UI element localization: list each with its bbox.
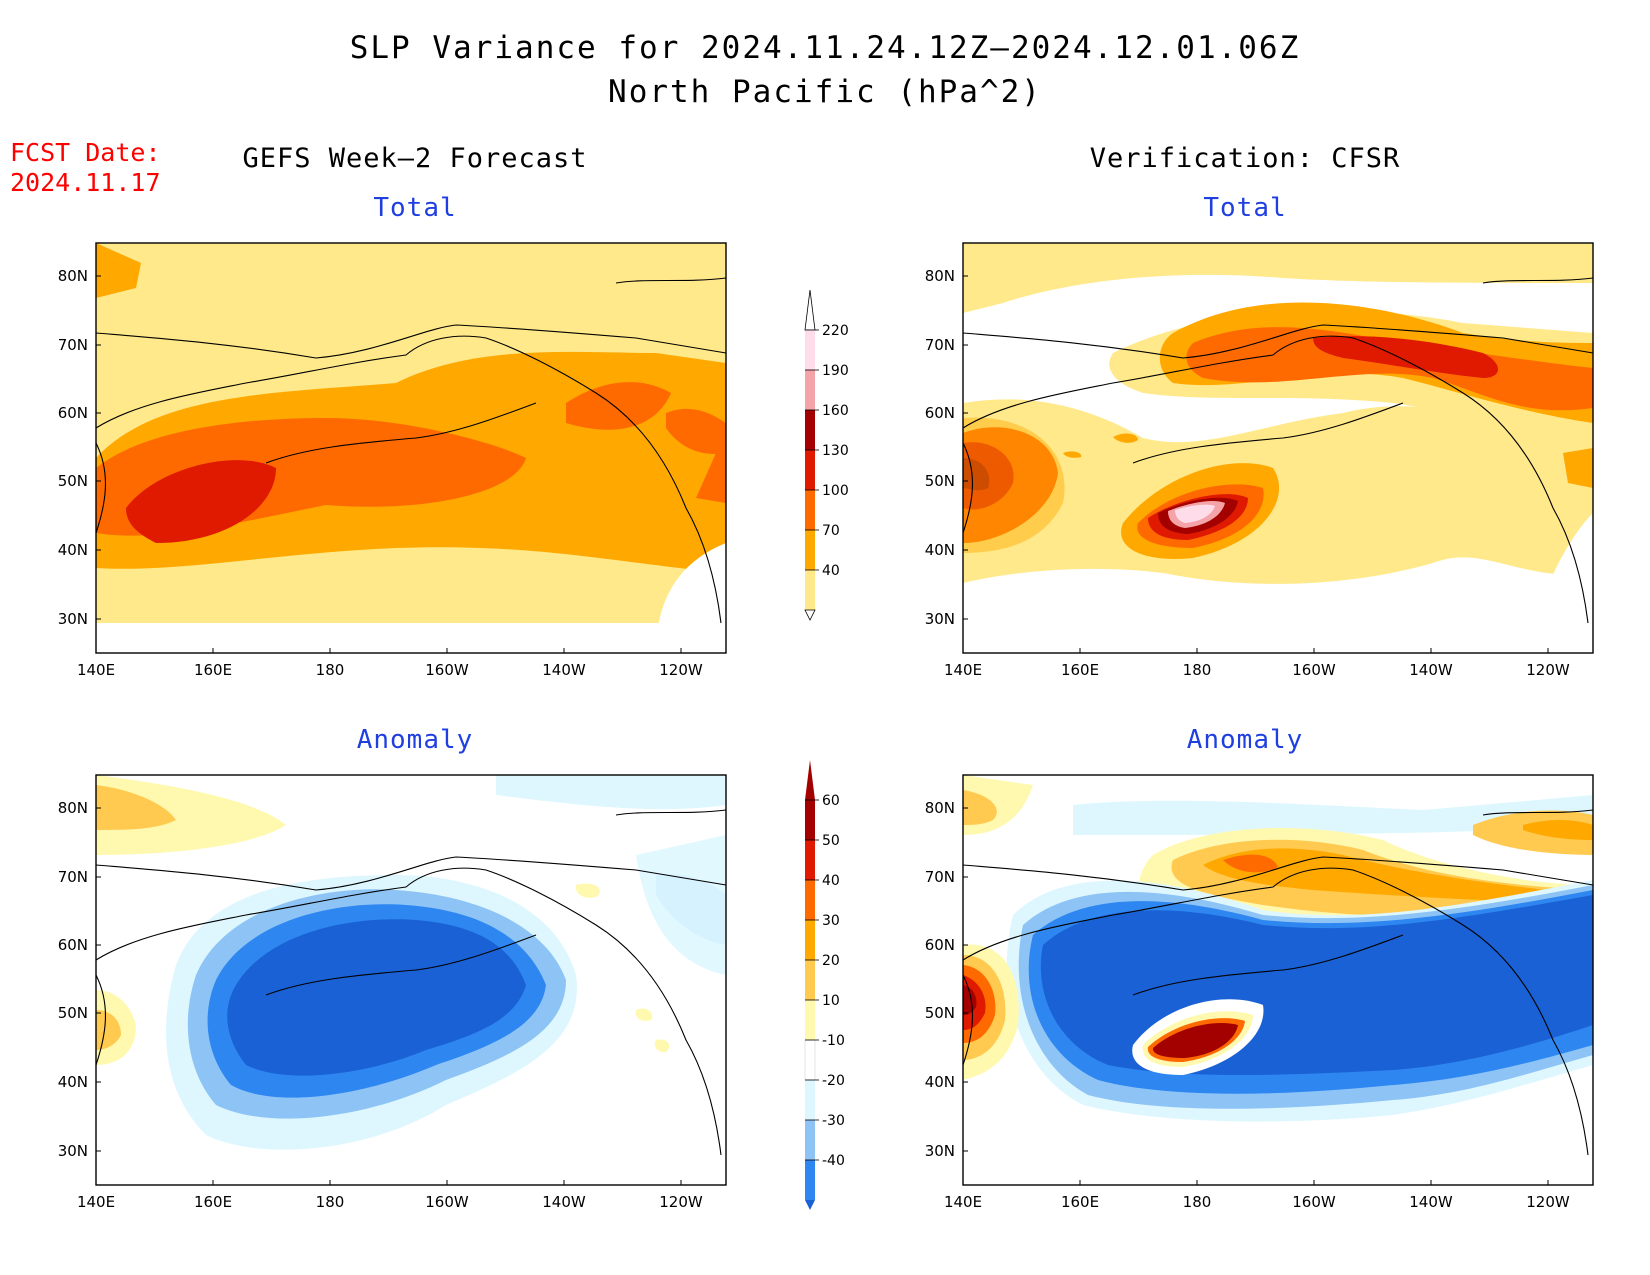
subtitle-anomaly-verification: Anomaly: [1186, 725, 1304, 755]
lon-tick-label: 180: [1183, 1193, 1212, 1211]
fcst-date-value: 2024.11.17: [10, 168, 161, 197]
map-forecast-total: 140E 160E 180 160W 140W 120W 80N 70N 60N 50N 40N 30…: [58, 242, 727, 679]
colorbar-label: 40: [822, 563, 840, 579]
lon-tick-label: 160E: [194, 661, 232, 679]
lon-tick-label: 140E: [944, 1193, 982, 1211]
lon-tick-label: 120W: [1526, 661, 1570, 679]
lat-tick-label: 30N: [925, 1142, 955, 1160]
colorbar-label: 50: [822, 833, 840, 849]
subtitle-total-forecast: Total: [373, 193, 457, 223]
lat-tick-label: 60N: [58, 936, 88, 954]
lat-tick-label: 80N: [58, 267, 88, 285]
lon-tick-label: 160E: [1061, 1193, 1099, 1211]
lon-tick-label: 160W: [425, 661, 469, 679]
lat-tick-label: 80N: [925, 799, 955, 817]
colorbar-label: 10: [822, 993, 840, 1009]
subtitle-anomaly-forecast: Anomaly: [356, 725, 474, 755]
lon-tick-label: 120W: [1526, 1193, 1570, 1211]
main-title: SLP Variance for 2024.11.24.12Z–2024.12.…: [349, 30, 1301, 66]
lat-tick-label: 70N: [58, 336, 88, 354]
colorbar-label: 40: [822, 873, 840, 889]
header-gefs-forecast: GEFS Week–2 Forecast: [242, 143, 588, 174]
lon-tick-label: 160W: [1292, 1193, 1336, 1211]
lat-tick-label: 50N: [58, 1004, 88, 1022]
colorbar-label: -40: [822, 1153, 845, 1169]
lat-tick-label: 50N: [58, 472, 88, 490]
lon-tick-label: 180: [1183, 661, 1212, 679]
lat-tick-label: 40N: [58, 541, 88, 559]
lat-tick-label: 30N: [925, 610, 955, 628]
subtitle-total-verification: Total: [1203, 193, 1287, 223]
lon-tick-label: 140E: [77, 661, 115, 679]
lat-tick-label: 50N: [925, 1004, 955, 1022]
lat-tick-label: 70N: [925, 336, 955, 354]
colorbar-label: 160: [822, 403, 849, 419]
lon-tick-label: 140E: [944, 661, 982, 679]
colorbar-label: 60: [822, 793, 840, 809]
lat-tick-label: 70N: [925, 868, 955, 886]
lon-tick-label: 140E: [77, 1193, 115, 1211]
lat-tick-label: 30N: [58, 1142, 88, 1160]
lat-tick-label: 70N: [58, 868, 88, 886]
colorbar-label: -30: [822, 1113, 845, 1129]
lat-tick-label: 80N: [925, 267, 955, 285]
colorbar-label: 130: [822, 443, 849, 459]
lat-tick-label: 60N: [58, 404, 88, 422]
lon-tick-label: 180: [316, 661, 345, 679]
colorbar-label: -10: [822, 1033, 845, 1049]
colorbar-label: 30: [822, 913, 840, 929]
lon-tick-label: 120W: [659, 661, 703, 679]
map-forecast-anomaly: 140E 160E 180 160W 140W 120W 80N 70N 60N 50N 40N 30…: [58, 774, 727, 1211]
lon-tick-label: 140W: [1409, 1193, 1453, 1211]
lat-tick-label: 50N: [925, 472, 955, 490]
lon-tick-label: 160E: [1061, 661, 1099, 679]
lat-tick-label: 60N: [925, 936, 955, 954]
lon-tick-label: 160E: [194, 1193, 232, 1211]
lon-tick-label: 120W: [659, 1193, 703, 1211]
map-verification-total: 140E 160E 180 160W 140W 120W 80N 70N 60N 50N 40N 30…: [925, 242, 1594, 679]
map-verification-anomaly: 140E 160E 180 160W 140W 120W 80N 70N 60N 50N 40N 30…: [925, 774, 1594, 1211]
colorbar-label: 220: [822, 323, 849, 339]
main-subtitle: North Pacific (hPa^2): [608, 74, 1042, 110]
colorbar-label: 100: [822, 483, 849, 499]
colorbar-label: -20: [822, 1073, 845, 1089]
lat-tick-label: 60N: [925, 404, 955, 422]
lat-tick-label: 40N: [925, 541, 955, 559]
lat-tick-label: 30N: [58, 610, 88, 628]
lat-tick-label: 40N: [58, 1073, 88, 1091]
lon-tick-label: 140W: [542, 661, 586, 679]
colorbar-total: 220 190 160 130 100 70 40: [804, 289, 849, 621]
lon-tick-label: 160W: [1292, 661, 1336, 679]
colorbar-label: 190: [822, 363, 849, 379]
lon-tick-label: 160W: [425, 1193, 469, 1211]
lat-tick-label: 80N: [58, 799, 88, 817]
lon-tick-label: 140W: [1409, 661, 1453, 679]
colorbar-anomaly: 60 50 40 30 20 10 -10 -20 -30 -40: [804, 760, 845, 1210]
lon-tick-label: 180: [316, 1193, 345, 1211]
colorbar-label: 70: [822, 523, 840, 539]
lat-tick-label: 40N: [925, 1073, 955, 1091]
header-verification: Verification: CFSR: [1089, 143, 1401, 174]
fcst-date-label: FCST Date:: [10, 138, 161, 167]
colorbar-label: 20: [822, 953, 840, 969]
lon-tick-label: 140W: [542, 1193, 586, 1211]
